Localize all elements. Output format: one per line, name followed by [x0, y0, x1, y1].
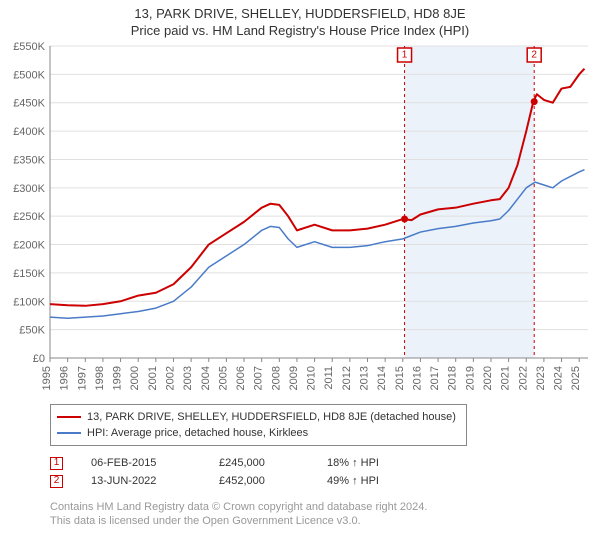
svg-text:2022: 2022	[517, 366, 529, 390]
sale-marker-icon: 1	[50, 457, 63, 470]
svg-text:2010: 2010	[306, 366, 318, 390]
svg-text:2020: 2020	[482, 366, 494, 390]
svg-text:1999: 1999	[112, 366, 124, 390]
legend-label: 13, PARK DRIVE, SHELLEY, HUDDERSFIELD, H…	[87, 409, 456, 425]
sale-price: £245,000	[219, 454, 299, 472]
svg-text:1996: 1996	[59, 366, 71, 390]
svg-text:2013: 2013	[359, 366, 371, 390]
svg-text:2018: 2018	[447, 366, 459, 390]
sale-hpi: 18% ↑ HPI	[327, 454, 407, 472]
svg-text:£250K: £250K	[13, 211, 45, 223]
svg-text:£550K: £550K	[13, 41, 45, 53]
svg-text:£150K: £150K	[13, 268, 45, 280]
legend-item: HPI: Average price, detached house, Kirk…	[57, 425, 456, 441]
svg-text:2008: 2008	[270, 366, 282, 390]
chart-svg: £0 £50K £100K £150K £200K £250K £300K £350K £400…	[0, 38, 600, 398]
svg-text:£200K: £200K	[13, 240, 45, 252]
svg-text:2006: 2006	[235, 366, 247, 390]
svg-text:2000: 2000	[129, 366, 141, 390]
svg-text:2004: 2004	[200, 366, 212, 390]
sales-table: 1 06-FEB-2015 £245,000 18% ↑ HPI 2 13-JUN-202…	[50, 454, 600, 490]
svg-text:£400K: £400K	[13, 126, 45, 138]
sale-marker-icon: 2	[50, 475, 63, 488]
svg-text:2003: 2003	[182, 366, 194, 390]
svg-text:2009: 2009	[288, 366, 300, 390]
svg-text:£50K: £50K	[19, 325, 45, 337]
footnote-line-1: Contains HM Land Registry data © Crown c…	[50, 500, 600, 514]
footnote: Contains HM Land Registry data © Crown c…	[50, 500, 600, 528]
svg-text:2025: 2025	[570, 366, 582, 390]
svg-text:2017: 2017	[429, 366, 441, 390]
svg-text:2015: 2015	[394, 366, 406, 390]
svg-text:2007: 2007	[253, 366, 265, 390]
svg-text:2002: 2002	[164, 366, 176, 390]
svg-text:1: 1	[402, 50, 408, 61]
svg-text:1997: 1997	[76, 366, 88, 390]
svg-text:2001: 2001	[147, 366, 159, 390]
svg-text:£350K: £350K	[13, 154, 45, 166]
svg-text:2005: 2005	[217, 366, 229, 390]
svg-text:1995: 1995	[41, 366, 53, 390]
svg-text:2019: 2019	[464, 366, 476, 390]
svg-text:£300K: £300K	[13, 183, 45, 195]
sale-date: 06-FEB-2015	[91, 454, 191, 472]
chart-title: 13, PARK DRIVE, SHELLEY, HUDDERSFIELD, H…	[0, 6, 600, 21]
svg-text:£450K: £450K	[13, 98, 45, 110]
svg-text:2014: 2014	[376, 366, 388, 390]
sale-row: 2 13-JUN-2022 £452,000 49% ↑ HPI	[50, 472, 600, 490]
svg-text:2012: 2012	[341, 366, 353, 390]
sale-hpi: 49% ↑ HPI	[327, 472, 407, 490]
sale-date: 13-JUN-2022	[91, 472, 191, 490]
sale-price: £452,000	[219, 472, 299, 490]
svg-text:2023: 2023	[535, 366, 547, 390]
svg-text:1998: 1998	[94, 366, 106, 390]
sale-row: 1 06-FEB-2015 £245,000 18% ↑ HPI	[50, 454, 600, 472]
svg-text:2016: 2016	[411, 366, 423, 390]
legend-box: 13, PARK DRIVE, SHELLEY, HUDDERSFIELD, H…	[50, 404, 467, 446]
svg-text:£0: £0	[33, 353, 45, 365]
svg-text:2024: 2024	[553, 366, 565, 390]
legend-swatch	[57, 432, 81, 434]
chart-area: £0 £50K £100K £150K £200K £250K £300K £350K £400…	[0, 38, 600, 398]
legend-item: 13, PARK DRIVE, SHELLEY, HUDDERSFIELD, H…	[57, 409, 456, 425]
legend-label: HPI: Average price, detached house, Kirk…	[87, 425, 308, 441]
svg-text:£100K: £100K	[13, 296, 45, 308]
svg-text:2011: 2011	[323, 366, 335, 390]
footnote-line-2: This data is licensed under the Open Gov…	[50, 514, 600, 528]
legend-swatch	[57, 416, 81, 418]
svg-text:2: 2	[531, 50, 537, 61]
svg-text:£500K: £500K	[13, 69, 45, 81]
svg-text:2021: 2021	[500, 366, 512, 390]
chart-subtitle: Price paid vs. HM Land Registry's House …	[0, 23, 600, 38]
